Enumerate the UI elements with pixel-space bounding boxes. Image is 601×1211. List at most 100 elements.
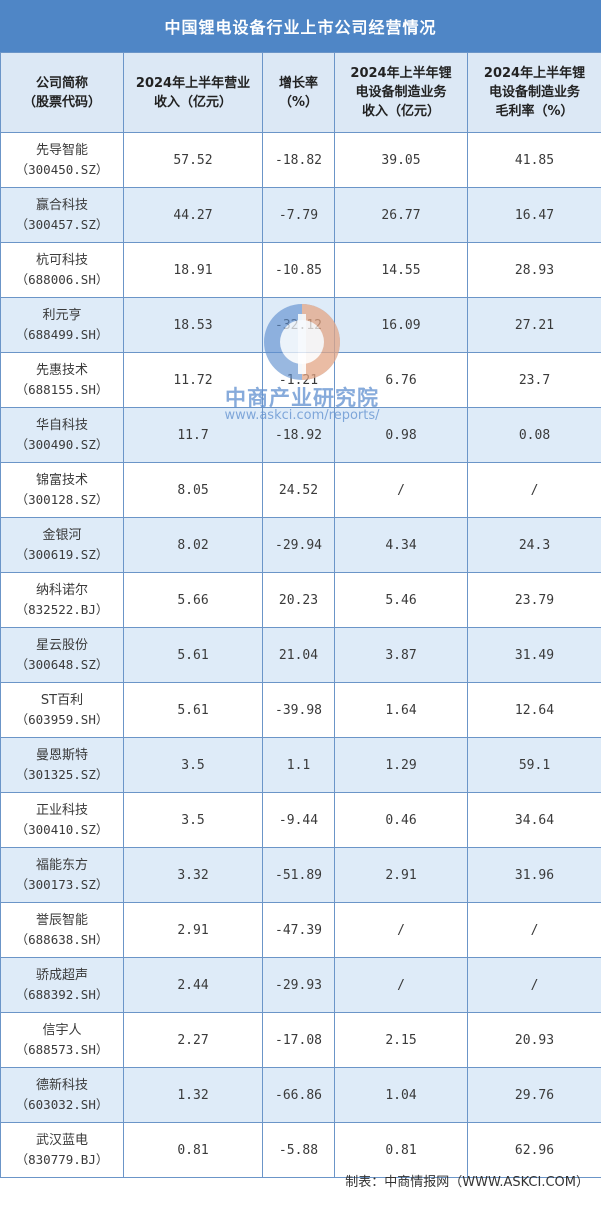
- table-row: 武汉蓝电 （830779.BJ） 0.81 -5.88 0.81 62.96: [0, 1122, 601, 1178]
- company-cell: 赢合科技 （300457.SZ）: [0, 187, 124, 243]
- table-row: 先导智能 （300450.SZ） 57.52 -18.82 39.05 41.85: [0, 132, 601, 188]
- company-name: 曼恩斯特: [35, 748, 88, 763]
- company-name: 骄成超声: [35, 968, 88, 983]
- company-name: 赢合科技: [35, 198, 88, 213]
- growth-cell: -18.82: [262, 132, 335, 188]
- revenue-cell: 57.52: [123, 132, 263, 188]
- gross-margin-cell: 24.3: [467, 517, 601, 573]
- gross-margin-cell: /: [467, 902, 601, 958]
- growth-cell: -29.94: [262, 517, 335, 573]
- gross-margin-cell: 0.08: [467, 407, 601, 463]
- company-cell: 先惠技术 （688155.SH）: [0, 352, 124, 408]
- growth-cell: -1.21: [262, 352, 335, 408]
- gross-margin-cell: 28.93: [467, 242, 601, 298]
- stock-code: （300490.SZ）: [15, 437, 109, 452]
- company-cell: 武汉蓝电 （830779.BJ）: [0, 1122, 124, 1178]
- header-company: 公司简称 （股票代码）: [0, 52, 124, 133]
- revenue-cell: 0.81: [123, 1122, 263, 1178]
- growth-cell: -39.98: [262, 682, 335, 738]
- header-growth: 增长率 （%）: [262, 52, 335, 133]
- company-cell: 福能东方 （300173.SZ）: [0, 847, 124, 903]
- growth-cell: 21.04: [262, 627, 335, 683]
- revenue-cell: 5.61: [123, 682, 263, 738]
- company-name: 武汉蓝电: [35, 1133, 88, 1148]
- stock-code: （688638.SH）: [15, 932, 109, 947]
- growth-cell: -47.39: [262, 902, 335, 958]
- revenue-cell: 11.72: [123, 352, 263, 408]
- table-row: 华自科技 （300490.SZ） 11.7 -18.92 0.98 0.08: [0, 407, 601, 463]
- revenue-cell: 8.05: [123, 462, 263, 518]
- segment-revenue-cell: 3.87: [334, 627, 468, 683]
- gross-margin-cell: 31.96: [467, 847, 601, 903]
- gross-margin-cell: 23.79: [467, 572, 601, 628]
- segment-revenue-cell: /: [334, 462, 468, 518]
- gross-margin-cell: 41.85: [467, 132, 601, 188]
- segment-revenue-cell: 14.55: [334, 242, 468, 298]
- company-table: 公司简称 （股票代码） 2024年上半年营业 收入（亿元） 增长率 （%） 20…: [0, 52, 601, 1178]
- table-row: 杭可科技 （688006.SH） 18.91 -10.85 14.55 28.93: [0, 242, 601, 298]
- company-cell: 华自科技 （300490.SZ）: [0, 407, 124, 463]
- revenue-cell: 3.32: [123, 847, 263, 903]
- growth-cell: -17.08: [262, 1012, 335, 1068]
- revenue-cell: 2.91: [123, 902, 263, 958]
- company-name: 正业科技: [35, 803, 88, 818]
- stock-code: （300648.SZ）: [15, 657, 109, 672]
- segment-revenue-cell: 0.98: [334, 407, 468, 463]
- company-cell: 利元亨 （688499.SH）: [0, 297, 124, 353]
- table-row: 骄成超声 （688392.SH） 2.44 -29.93//: [0, 957, 601, 1013]
- table-body: 先导智能 （300450.SZ） 57.52 -18.82 39.05 41.85 赢合科技…: [0, 132, 601, 1178]
- company-cell: 德新科技 （603032.SH）: [0, 1067, 124, 1123]
- revenue-cell: 3.5: [123, 737, 263, 793]
- revenue-cell: 8.02: [123, 517, 263, 573]
- stock-code: （300619.SZ）: [15, 547, 109, 562]
- revenue-cell: 44.27: [123, 187, 263, 243]
- company-cell: 杭可科技 （688006.SH）: [0, 242, 124, 298]
- revenue-cell: 18.91: [123, 242, 263, 298]
- gross-margin-cell: 16.47: [467, 187, 601, 243]
- company-name: 先惠技术: [35, 363, 88, 378]
- revenue-cell: 5.66: [123, 572, 263, 628]
- table-row: 德新科技 （603032.SH） 1.32 -66.86 1.04 29.76: [0, 1067, 601, 1123]
- revenue-cell: 3.5: [123, 792, 263, 848]
- table-row: 利元亨 （688499.SH） 18.53 -32.12 16.09 27.21: [0, 297, 601, 353]
- table-row: 赢合科技 （300457.SZ） 44.27 -7.79 26.77 16.47: [0, 187, 601, 243]
- segment-revenue-cell: 39.05: [334, 132, 468, 188]
- company-name: ST百利: [40, 693, 84, 708]
- revenue-cell: 2.44: [123, 957, 263, 1013]
- company-name: 德新科技: [35, 1078, 88, 1093]
- table-title: 中国锂电设备行业上市公司经营情况: [0, 0, 601, 52]
- header-segment-revenue: 2024年上半年锂 电设备制造业务 收入（亿元）: [334, 52, 468, 133]
- stock-code: （688006.SH）: [15, 272, 109, 287]
- gross-margin-cell: 20.93: [467, 1012, 601, 1068]
- revenue-cell: 5.61: [123, 627, 263, 683]
- table-row: 金银河 （300619.SZ） 8.02 -29.94 4.34 24.3: [0, 517, 601, 573]
- company-name: 星云股份: [35, 638, 88, 653]
- gross-margin-cell: /: [467, 462, 601, 518]
- gross-margin-cell: 23.7: [467, 352, 601, 408]
- company-name: 利元亨: [42, 308, 82, 323]
- source-note: 制表：中商情报网（WWW.ASKCI.COM）: [345, 1174, 589, 1190]
- segment-revenue-cell: 1.64: [334, 682, 468, 738]
- growth-cell: 20.23: [262, 572, 335, 628]
- table-row: ST百利 （603959.SH） 5.61 -39.98 1.64 12.64: [0, 682, 601, 738]
- header-row: 公司简称 （股票代码） 2024年上半年营业 收入（亿元） 增长率 （%） 20…: [0, 52, 601, 133]
- growth-cell: -29.93: [262, 957, 335, 1013]
- stock-code: （300410.SZ）: [15, 822, 109, 837]
- stock-code: （688499.SH）: [15, 327, 109, 342]
- company-cell: ST百利 （603959.SH）: [0, 682, 124, 738]
- company-cell: 星云股份 （300648.SZ）: [0, 627, 124, 683]
- company-cell: 骄成超声 （688392.SH）: [0, 957, 124, 1013]
- company-cell: 信宇人 （688573.SH）: [0, 1012, 124, 1068]
- growth-cell: -32.12: [262, 297, 335, 353]
- growth-cell: -66.86: [262, 1067, 335, 1123]
- company-name: 杭可科技: [35, 253, 88, 268]
- gross-margin-cell: 12.64: [467, 682, 601, 738]
- company-name: 福能东方: [35, 858, 88, 873]
- growth-cell: -5.88: [262, 1122, 335, 1178]
- segment-revenue-cell: 2.15: [334, 1012, 468, 1068]
- stock-code: （603032.SH）: [15, 1097, 109, 1112]
- gross-margin-cell: 27.21: [467, 297, 601, 353]
- segment-revenue-cell: 1.29: [334, 737, 468, 793]
- stock-code: （688573.SH）: [15, 1042, 109, 1057]
- gross-margin-cell: 59.1: [467, 737, 601, 793]
